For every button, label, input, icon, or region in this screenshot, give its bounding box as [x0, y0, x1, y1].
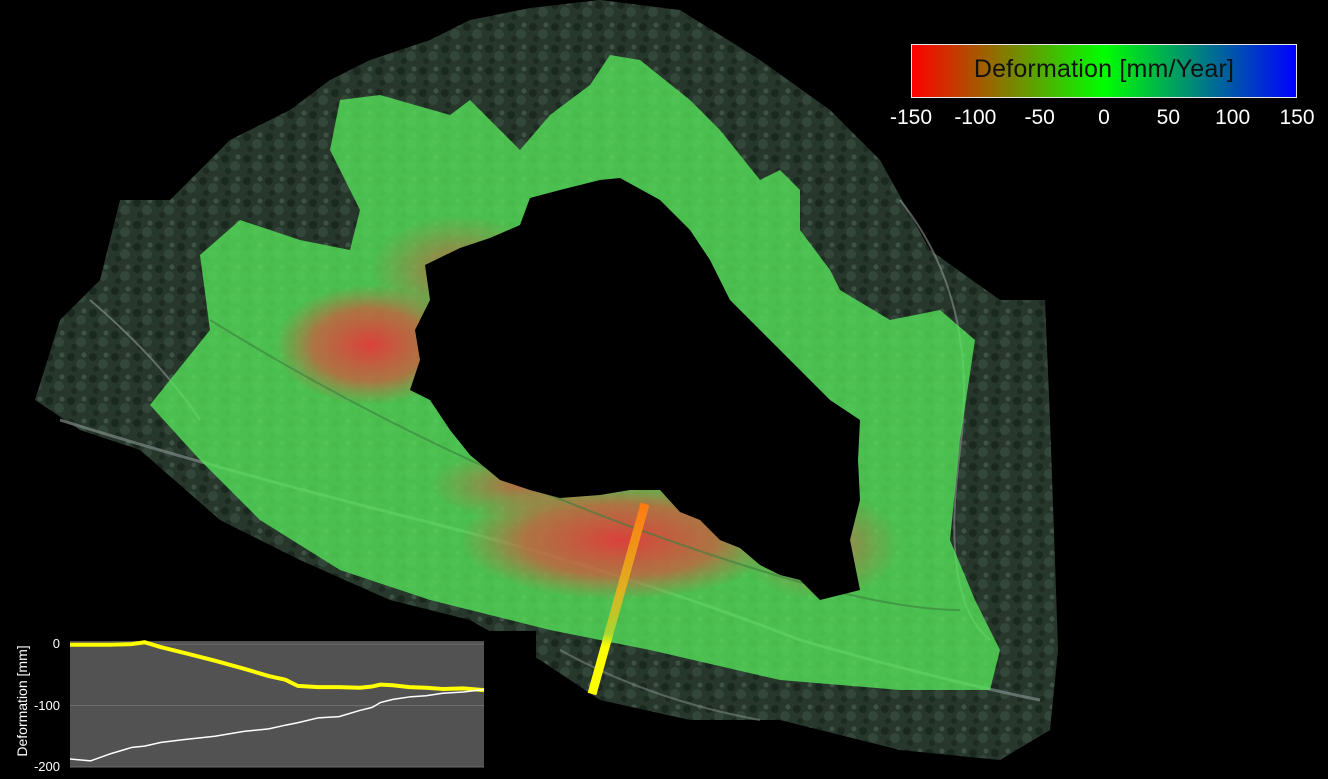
deformation-legend: Deformation [mm/Year] -150 -100 -50 0 50…	[886, 44, 1326, 144]
legend-tick: -100	[954, 106, 997, 129]
profile-transect-line	[587, 502, 650, 696]
pit-no-data	[410, 178, 860, 600]
series-layer	[69, 640, 485, 762]
legend-tick: 0	[1098, 106, 1110, 129]
colorbar: Deformation [mm/Year]	[911, 44, 1297, 98]
series-line-white	[69, 688, 485, 762]
deformation-profile-chart: Deformation [mm] 0 -100 -200	[0, 631, 536, 779]
y-tick-label: 0	[52, 636, 60, 652]
profile-plot-svg	[69, 640, 485, 768]
legend-tick: -150	[889, 106, 933, 129]
series-line-yellow	[70, 640, 485, 693]
y-tick-label: -100	[33, 697, 60, 713]
legend-tick: 100	[1215, 106, 1251, 129]
y-tick-label: -200	[33, 759, 60, 774]
legend-title: Deformation [mm/Year]	[973, 55, 1235, 83]
legend-tick: 150	[1279, 106, 1315, 129]
legend-tick: 50	[1156, 106, 1180, 129]
legend-tick: -50	[1024, 106, 1055, 129]
